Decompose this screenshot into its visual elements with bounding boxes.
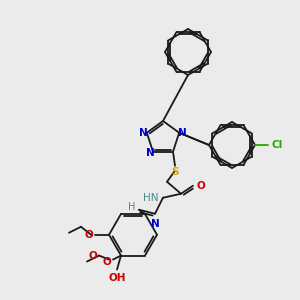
Text: O: O [84,230,93,240]
Text: S: S [171,167,179,177]
Text: N: N [146,148,154,158]
Text: O: O [102,256,111,266]
Text: N: N [151,219,159,229]
Text: O: O [197,181,206,191]
Text: N: N [140,128,148,138]
Text: N: N [178,128,187,138]
Text: H: H [128,202,135,212]
Text: O: O [88,250,98,260]
Text: Cl: Cl [272,140,283,150]
Text: OH: OH [108,272,126,283]
Text: HN: HN [143,193,159,203]
